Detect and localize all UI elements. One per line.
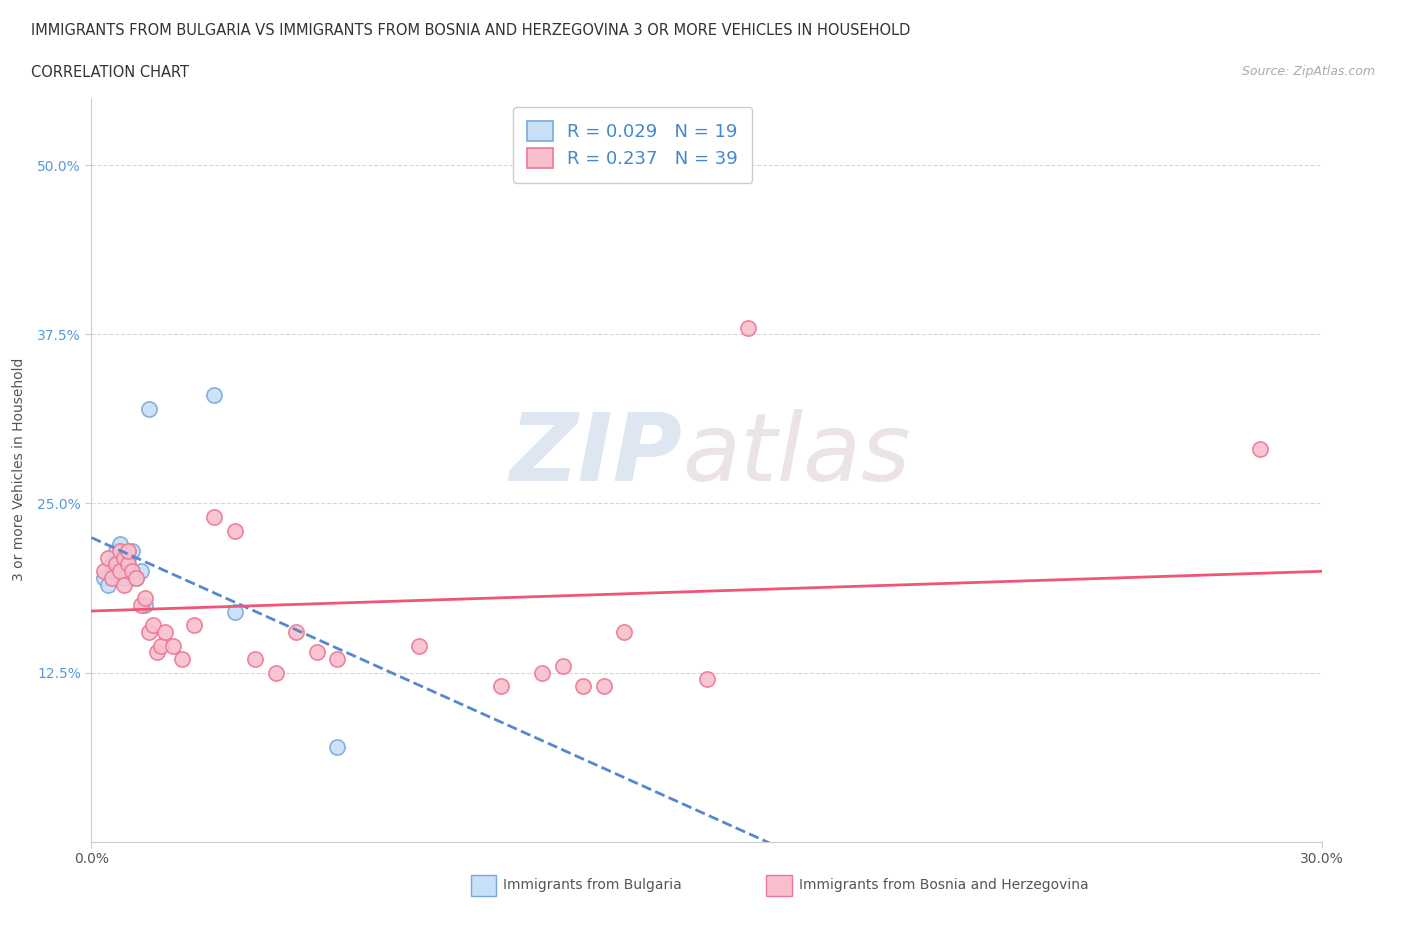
Text: Immigrants from Bosnia and Herzegovina: Immigrants from Bosnia and Herzegovina (799, 878, 1088, 893)
Point (101, 570, 124, 585)
Point (134, 597, 156, 612)
Point (112, 578, 135, 592)
Point (264, 665, 287, 680)
Point (117, 564, 139, 578)
Point (305, 644, 328, 659)
Point (737, 320, 759, 335)
Point (153, 625, 177, 640)
Point (224, 604, 246, 619)
Point (551, 658, 574, 673)
Point (170, 652, 193, 667)
Point (112, 570, 135, 585)
Text: ZIP: ZIP (509, 409, 682, 500)
Text: atlas: atlas (682, 409, 910, 500)
Text: Source: ZipAtlas.com: Source: ZipAtlas.com (1241, 65, 1375, 78)
Point (138, 625, 160, 640)
Point (491, 679, 513, 694)
Text: IMMIGRANTS FROM BULGARIA VS IMMIGRANTS FROM BOSNIA AND HERZEGOVINA 3 OR MORE VEH: IMMIGRANTS FROM BULGARIA VS IMMIGRANTS F… (31, 23, 910, 38)
Point (142, 618, 165, 632)
Point (117, 551, 139, 565)
Point (162, 638, 184, 653)
Point (125, 570, 148, 585)
Point (105, 557, 127, 572)
Point (1249, 442, 1271, 457)
Point (93, 570, 115, 585)
Point (97, 551, 120, 565)
Point (326, 652, 349, 667)
Point (593, 679, 616, 694)
Text: CORRELATION CHART: CORRELATION CHART (31, 65, 188, 80)
Point (93, 564, 115, 578)
Point (105, 564, 127, 578)
Point (572, 679, 595, 694)
Point (125, 570, 148, 585)
Point (202, 388, 225, 403)
Point (285, 625, 308, 640)
Point (117, 543, 139, 558)
Point (108, 564, 131, 578)
Point (613, 625, 636, 640)
Point (121, 564, 143, 578)
Point (112, 551, 135, 565)
Point (531, 665, 554, 680)
Point (108, 551, 131, 565)
Point (108, 543, 131, 558)
Point (146, 644, 169, 659)
Point (112, 557, 135, 572)
Point (695, 671, 717, 686)
Point (326, 739, 349, 754)
Point (202, 510, 225, 525)
Point (224, 523, 246, 538)
Point (183, 618, 205, 632)
Point (245, 652, 267, 667)
Point (108, 537, 131, 551)
Point (105, 543, 127, 558)
Point (408, 638, 430, 653)
Point (117, 557, 139, 572)
Point (150, 638, 173, 653)
Point (134, 591, 156, 605)
Legend: R = 0.029   N = 19, R = 0.237   N = 39: R = 0.029 N = 19, R = 0.237 N = 39 (513, 107, 752, 182)
Point (121, 543, 143, 558)
Point (138, 402, 160, 417)
Point (97, 578, 120, 592)
Y-axis label: 3 or more Vehicles in Household: 3 or more Vehicles in Household (13, 358, 25, 581)
Point (129, 564, 152, 578)
Point (129, 597, 152, 612)
Point (101, 557, 124, 572)
Text: Immigrants from Bulgaria: Immigrants from Bulgaria (503, 878, 682, 893)
